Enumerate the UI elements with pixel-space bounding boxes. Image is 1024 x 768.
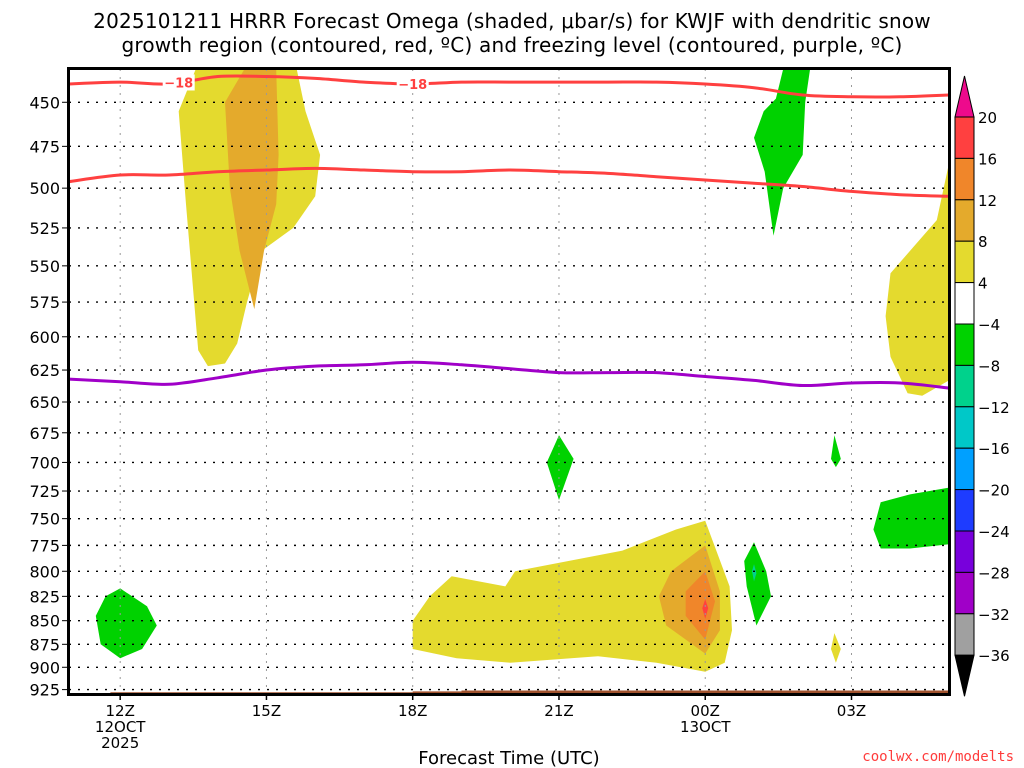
colorbar-bin (954, 613, 975, 656)
contour-dgz-top-minus18 (69, 74, 949, 99)
colorbar-bin (954, 282, 975, 325)
x-axis-title: Forecast Time (UTC) (418, 748, 599, 768)
x-tick-label: 03Z (837, 702, 866, 720)
colorbar-tick-label: −28 (978, 564, 1010, 582)
credit-link[interactable]: coolwx.com/modelts (862, 749, 1014, 765)
y-tick-label: 450 (29, 93, 60, 112)
chart-title-line-1: 2025101211 HRRR Forecast Omega (shaded, … (93, 9, 931, 33)
colorbar-bin (954, 157, 975, 201)
region-right-rising-yellow (885, 163, 949, 396)
x-tick-sublabel: 13OCT (680, 718, 731, 736)
region-lower-rising-yellow (412, 520, 732, 672)
colorbar-tick-label: −8 (978, 357, 1000, 375)
region-upper-rising-orange (225, 69, 279, 310)
y-tick-label: 625 (29, 361, 60, 380)
region-upper-sinking-green (754, 69, 811, 236)
colorbar-bin (954, 364, 975, 408)
region-lower-sinking-green-right (873, 487, 949, 549)
region-lower-rising-yellow-02z (831, 633, 841, 663)
colorbar-tick-label: −12 (978, 399, 1010, 417)
x-tick-label: 12Z (106, 702, 135, 720)
y-tick-label: 900 (29, 658, 60, 677)
y-tick-label: 700 (29, 453, 60, 472)
colorbar-tick-label: 12 (978, 192, 997, 210)
region-mid-sinking-green-02z (831, 435, 841, 468)
y-tick-label: 725 (29, 482, 60, 501)
region-lower-sinking-teal-01z (752, 564, 757, 582)
y-tick-label: 550 (29, 257, 60, 276)
colorbar-tick-label: −32 (978, 606, 1010, 624)
x-tick-sublabel: 2025 (101, 734, 139, 752)
region-lower-sinking-green-12z (95, 588, 157, 659)
colorbar-bin (954, 240, 975, 284)
colorbar-bin (954, 116, 975, 159)
y-tick-label: 575 (29, 293, 60, 312)
contour-freezing-level (69, 360, 949, 390)
contour-label: −18 (164, 76, 193, 91)
chart-title-line-2: growth region (contoured, red, ºC) and f… (121, 33, 903, 57)
contours: −18 −18 (69, 74, 949, 390)
x-tick-label: 21Z (544, 702, 573, 720)
colorbar-tick-label: 4 (978, 275, 988, 293)
colorbar-bin (954, 323, 975, 366)
colorbar-bin (954, 447, 975, 491)
y-tick-label: 675 (29, 424, 60, 443)
region-lower-rising-darkorange (685, 571, 715, 640)
colorbar-tick-label: 16 (978, 150, 997, 168)
x-tick-label: 15Z (252, 702, 281, 720)
y-tick-label: 775 (29, 536, 60, 555)
colorbar-tick-label: −24 (978, 523, 1010, 541)
region-lower-rising-red-max (702, 599, 709, 619)
region-lower-sinking-green-01z (744, 542, 771, 626)
colorbar-tick-label: −36 (978, 647, 1010, 665)
colorbar-bin (954, 530, 975, 573)
y-tick-label: 825 (29, 587, 60, 606)
contour-label: −18 (398, 78, 427, 93)
y-tick-label: 600 (29, 328, 60, 347)
colorbar: 20 16 12 8 4 −4 −8 −12 −16 −20 −24 −28 −32 −36 (954, 75, 1010, 697)
colorbar-triangle-top (954, 75, 975, 118)
contour-label-background (396, 75, 429, 92)
colorbar-triangle-bottom (954, 654, 975, 697)
plot-frame (67, 67, 951, 696)
colorbar-bin (954, 571, 975, 615)
y-tick-label: 525 (29, 219, 60, 238)
colorbar-bin (954, 199, 975, 242)
colorbar-bin (954, 489, 975, 532)
colorbar-tick-label: 20 (978, 109, 997, 127)
contour-dgz-bottom (69, 166, 949, 198)
y-axis: 450 475 500 525 550 575 600 625 650 675 700 725 750 7… (29, 93, 68, 700)
y-tick-label: 500 (29, 179, 60, 198)
y-tick-label: 925 (29, 681, 60, 700)
region-mid-sinking-green-21z (546, 435, 574, 500)
colorbar-tick-label: −16 (978, 440, 1010, 458)
colorbar-tick-label: −20 (978, 482, 1010, 500)
x-tick-sublabel: 12OCT (95, 718, 146, 736)
y-tick-label: 875 (29, 635, 60, 654)
x-tick-label: 18Z (398, 702, 427, 720)
shaded-regions (95, 69, 949, 672)
colorbar-tick-label: 8 (978, 233, 988, 251)
y-tick-label: 650 (29, 393, 60, 412)
colorbar-bin (954, 406, 975, 449)
x-tick-label: 00Z (691, 702, 720, 720)
y-tick-label: 475 (29, 137, 60, 156)
y-tick-label: 750 (29, 510, 60, 529)
y-tick-label: 800 (29, 562, 60, 581)
colorbar-tick-label: −4 (978, 316, 1000, 334)
y-tick-label: 850 (29, 612, 60, 631)
contour-label-background (162, 74, 195, 91)
